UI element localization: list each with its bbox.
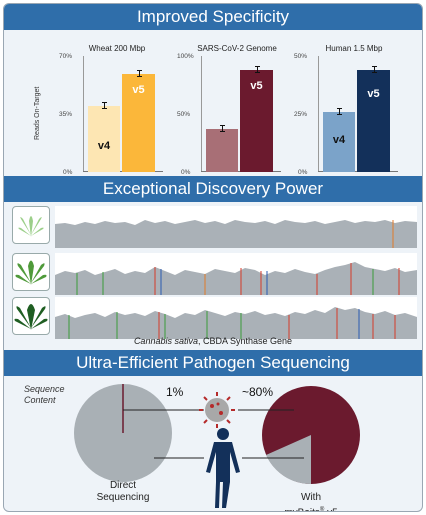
y-tick: 100% bbox=[177, 53, 194, 60]
coverage-plot bbox=[55, 307, 417, 339]
discovery-section: Cannabis sativa, CBDA Synthase Gene bbox=[4, 202, 422, 348]
figure-panel: Improved Specificity Reads On-Target Whe… bbox=[3, 3, 423, 512]
label-mybaits-version: v5 bbox=[324, 507, 338, 511]
error-cap bbox=[254, 72, 260, 73]
coverage-track-3 bbox=[55, 297, 417, 339]
pathogen-section: Sequence Content bbox=[4, 376, 422, 511]
bar-v4: v4 bbox=[88, 102, 120, 172]
coverage-track-1 bbox=[55, 206, 417, 248]
section-title-specificity: Improved Specificity bbox=[136, 7, 290, 26]
pct-mybaits: ~80% bbox=[242, 385, 274, 399]
bar-label: v5 bbox=[132, 84, 145, 96]
specificity-section: Reads On-Target Wheat 200 Mbp v4 v5 70% … bbox=[4, 30, 422, 176]
error-bar bbox=[373, 66, 375, 72]
cannabis-leaf-icon bbox=[14, 304, 48, 330]
y-tick: 35% bbox=[59, 111, 73, 118]
error-cap bbox=[337, 108, 342, 109]
virus-icon bbox=[199, 392, 235, 428]
error-cap bbox=[102, 108, 107, 109]
error-bar bbox=[138, 70, 140, 76]
section-title-discovery: Exceptional Discovery Power bbox=[102, 179, 324, 198]
section-title-pathogen: Ultra-Efficient Pathogen Sequencing bbox=[76, 353, 350, 372]
bar-label: v4 bbox=[332, 134, 346, 146]
label-mybaits-text: With myBaits bbox=[284, 492, 321, 511]
pct-direct: 1% bbox=[166, 385, 184, 399]
y-tick: 25% bbox=[294, 111, 308, 118]
bar-label: v5 bbox=[367, 88, 380, 100]
y-tick: 0% bbox=[63, 169, 73, 176]
y-axis bbox=[83, 56, 84, 172]
bar-v5: v5 bbox=[122, 70, 155, 172]
chart-title: Wheat 200 Mbp bbox=[88, 44, 146, 53]
bar-label: v5 bbox=[250, 80, 263, 92]
error-bar bbox=[104, 102, 105, 108]
species-name: Cannabis sativa bbox=[133, 336, 198, 346]
plot-area: v4 v5 bbox=[83, 56, 163, 172]
error-cap bbox=[371, 72, 377, 73]
leaf-image-2 bbox=[12, 253, 50, 291]
y-axis bbox=[318, 56, 319, 172]
error-cap bbox=[136, 70, 142, 71]
error-bar bbox=[339, 108, 340, 114]
y-tick: 50% bbox=[294, 53, 308, 60]
bar-v4 bbox=[206, 125, 238, 172]
error-bar bbox=[256, 66, 258, 72]
pathogen-diagram bbox=[74, 384, 360, 508]
pie-mybaits bbox=[262, 386, 360, 485]
error-bar bbox=[222, 125, 223, 131]
coverage-plot bbox=[55, 262, 417, 295]
leaf-image-1 bbox=[12, 206, 50, 244]
sequence-content-label: Sequence Content bbox=[24, 384, 65, 405]
error-cap bbox=[371, 66, 377, 67]
error-cap bbox=[337, 114, 342, 115]
bar-v4: v4 bbox=[323, 108, 355, 172]
y-tick: 50% bbox=[177, 111, 191, 118]
label-direct: Direct Sequencing bbox=[96, 480, 150, 503]
leaf-image-3 bbox=[12, 297, 50, 335]
chart-wheat: Wheat 200 Mbp v4 v5 70% 35% 0% bbox=[59, 38, 189, 176]
section-band-pathogen: Ultra-Efficient Pathogen Sequencing bbox=[4, 350, 422, 376]
error-cap bbox=[102, 102, 107, 103]
chart-human: Human 1.5 Mbp v4 v5 50% 25% 0% bbox=[294, 38, 422, 176]
chart-title: Human 1.5 Mbp bbox=[325, 44, 383, 53]
y-tick: 0% bbox=[181, 169, 191, 176]
cannabis-leaf-icon bbox=[18, 216, 44, 237]
y-tick: 70% bbox=[59, 53, 73, 60]
error-cap bbox=[220, 131, 225, 132]
error-cap bbox=[220, 125, 225, 126]
pie-direct bbox=[74, 384, 172, 482]
bar-label: v4 bbox=[97, 140, 111, 152]
chart-title: SARS-CoV-2 Genome bbox=[197, 44, 277, 53]
y-tick: 0% bbox=[298, 169, 308, 176]
cannabis-leaf-icon bbox=[15, 260, 47, 285]
section-band-discovery: Exceptional Discovery Power bbox=[4, 176, 422, 202]
section-band-specificity: Improved Specificity bbox=[4, 4, 422, 30]
caption-rest: , CBDA Synthase Gene bbox=[197, 336, 293, 346]
y-axis bbox=[201, 56, 202, 172]
error-cap bbox=[136, 76, 142, 77]
discovery-caption: Cannabis sativa, CBDA Synthase Gene bbox=[4, 336, 422, 346]
bar-v5: v5 bbox=[240, 66, 273, 172]
bar-v5: v5 bbox=[357, 66, 390, 172]
y-axis-label: Reads On-Target bbox=[34, 86, 41, 140]
error-cap bbox=[254, 66, 260, 67]
label-mybaits: With myBaits® v5 bbox=[266, 480, 356, 512]
plot-area: v4 v5 bbox=[318, 56, 398, 172]
registered-mark: ® bbox=[319, 507, 325, 512]
chart-sars: SARS-CoV-2 Genome v5 100% 50% 0% bbox=[177, 38, 307, 176]
coverage-plot bbox=[55, 220, 417, 248]
plot-area: v5 bbox=[201, 56, 281, 172]
coverage-track-2 bbox=[55, 253, 417, 295]
human-icon bbox=[206, 428, 240, 508]
